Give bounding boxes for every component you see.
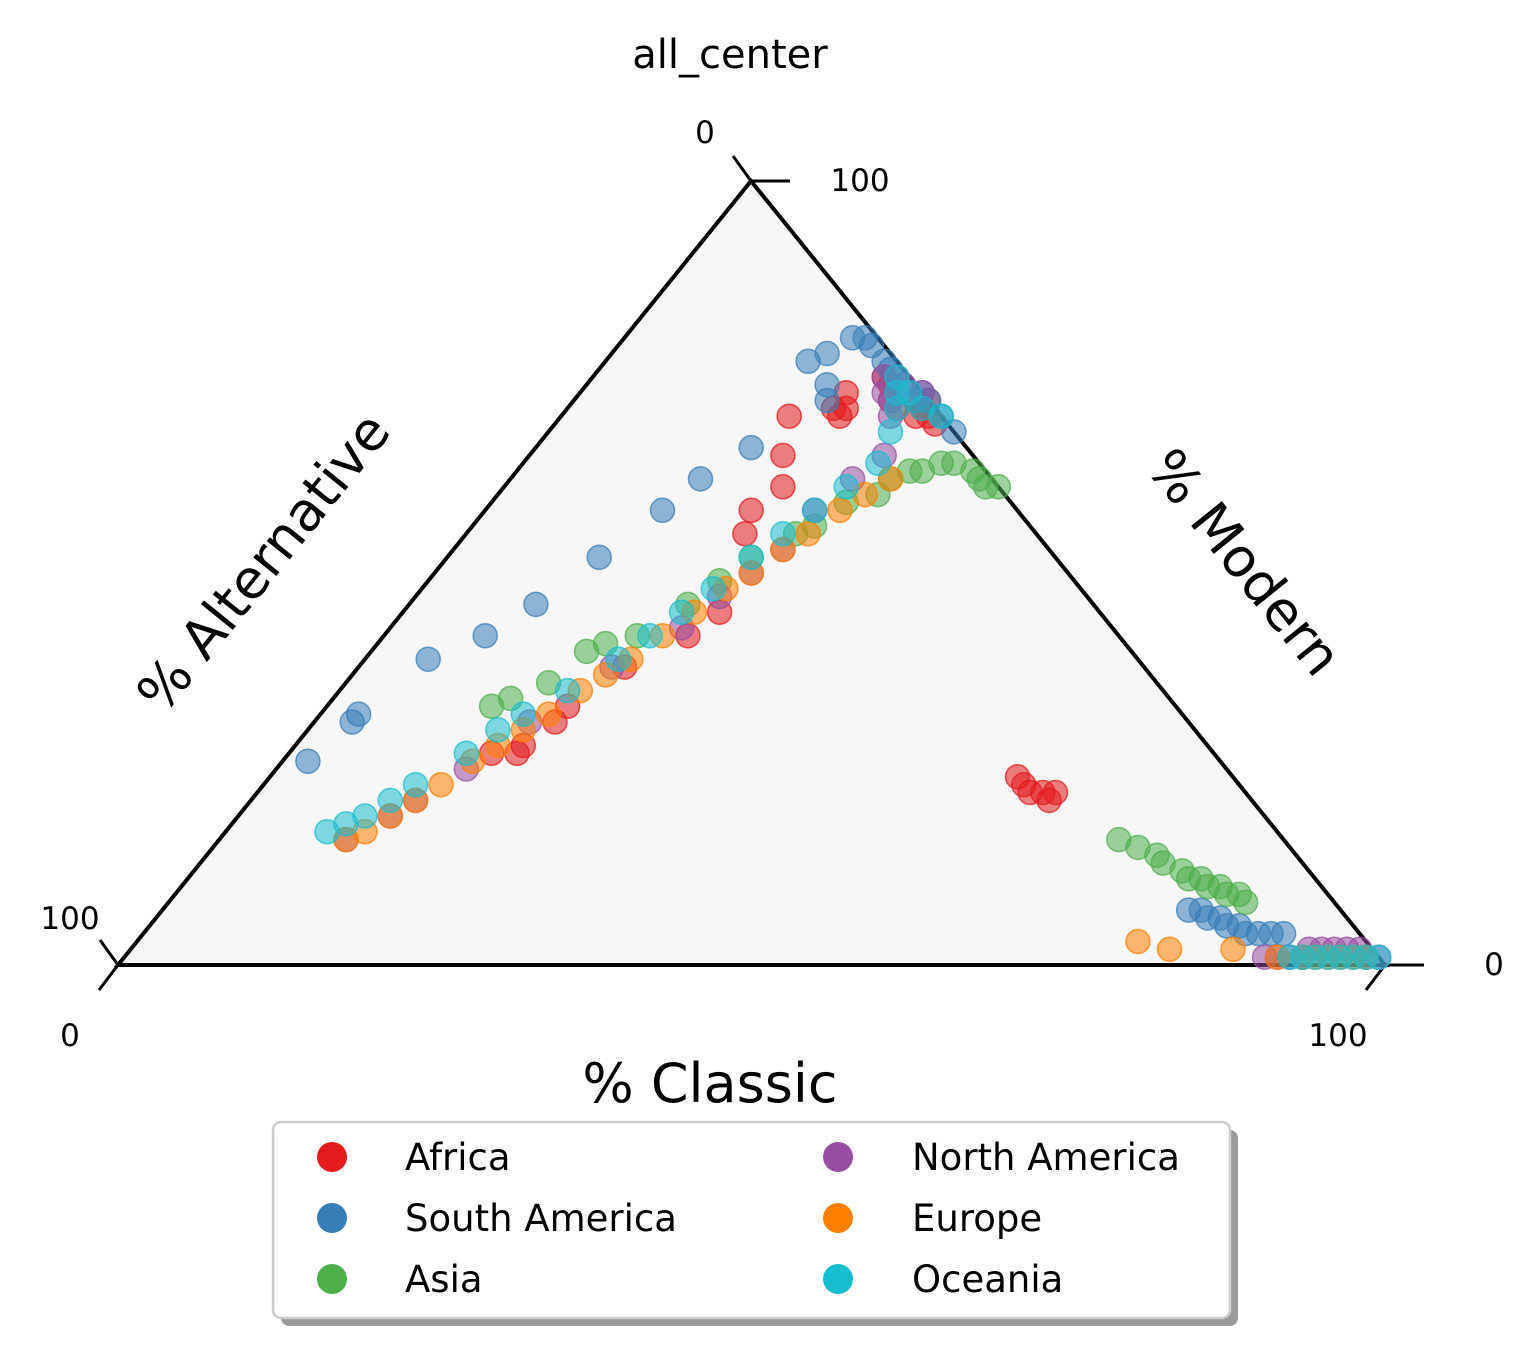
data-point-south-america <box>345 701 372 727</box>
legend-item-oceania: Oceania <box>823 1258 1063 1301</box>
tick-mark-left-bottom <box>98 939 120 966</box>
series-oceania <box>314 364 1392 970</box>
data-point-oceania <box>637 622 663 649</box>
legend-marker-africa <box>317 1142 347 1172</box>
bottom-axis-tick-0: 0 <box>60 1018 80 1054</box>
data-point-oceania <box>833 474 859 500</box>
data-point-oceania <box>928 403 954 429</box>
legend-label-africa: Africa <box>405 1136 511 1179</box>
legend-item-africa: Africa <box>317 1136 511 1179</box>
data-points <box>295 325 1392 970</box>
data-point-south-america <box>295 748 321 774</box>
data-point-south-america <box>687 466 714 492</box>
left-axis-tick-0: 0 <box>695 115 715 151</box>
data-point-oceania <box>668 599 695 625</box>
data-point-europe <box>1125 928 1151 955</box>
data-point-oceania <box>1365 944 1392 970</box>
data-point-south-america <box>814 372 840 398</box>
legend: Africa South America Asia North America Euro… <box>271 1120 1238 1326</box>
legend-marker-north-america <box>823 1142 853 1172</box>
legend-label-oceania: Oceania <box>912 1258 1063 1301</box>
data-point-europe <box>1220 936 1246 963</box>
data-point-europe <box>827 497 853 524</box>
data-point-africa <box>738 497 764 524</box>
legend-marker-south-america <box>317 1203 347 1233</box>
legend-label-europe: Europe <box>912 1197 1042 1240</box>
data-point-oceania <box>801 497 828 524</box>
data-point-south-america <box>814 340 840 367</box>
legend-label-north-america: North America <box>912 1136 1180 1179</box>
legend-marker-europe <box>823 1203 853 1233</box>
data-point-oceania <box>485 717 511 743</box>
bottom-axis-title: % Classic <box>582 1052 837 1115</box>
data-point-oceania <box>865 450 891 476</box>
legend-label-south-america: South America <box>405 1197 677 1240</box>
data-point-south-america <box>586 544 612 571</box>
legend-item-north-america: North America <box>823 1136 1180 1179</box>
data-point-oceania <box>510 701 537 727</box>
legend-marker-oceania <box>823 1264 853 1294</box>
data-point-europe <box>1156 936 1183 963</box>
data-point-oceania <box>700 575 727 602</box>
data-point-europe <box>428 771 454 798</box>
data-point-oceania <box>770 521 796 547</box>
data-point-south-america <box>649 497 676 524</box>
tick-marks <box>97 155 1424 991</box>
data-point-south-america <box>738 434 764 461</box>
data-point-africa <box>776 403 802 429</box>
legend-label-asia: Asia <box>405 1258 483 1301</box>
data-point-oceania <box>402 771 429 798</box>
data-point-asia <box>985 474 1012 500</box>
data-point-oceania <box>453 740 480 767</box>
data-point-oceania <box>605 646 632 672</box>
right-axis-tick-0: 0 <box>1484 947 1504 983</box>
data-point-oceania <box>877 419 904 445</box>
data-point-south-america <box>523 591 549 618</box>
data-point-oceania <box>554 677 581 704</box>
legend-marker-asia <box>317 1264 347 1294</box>
data-point-africa <box>770 474 796 500</box>
data-point-africa <box>732 521 758 547</box>
data-point-south-america <box>415 646 441 672</box>
data-point-europe <box>795 521 821 547</box>
tick-mark-left-top <box>731 155 753 182</box>
data-point-south-america <box>1270 920 1297 947</box>
legend-item-south-america: South America <box>317 1197 677 1240</box>
right-axis-tick-100: 100 <box>830 163 889 199</box>
chart-title: all_center <box>632 32 828 78</box>
legend-items: Africa South America Asia North America Euro… <box>317 1136 1180 1301</box>
legend-item-asia: Asia <box>317 1258 483 1301</box>
tick-mark-bottom-left <box>97 964 120 991</box>
data-point-oceania <box>352 803 378 829</box>
left-axis-tick-100: 100 <box>40 901 99 937</box>
right-axis-title: % Modern <box>1135 437 1354 688</box>
data-point-europe <box>535 701 562 727</box>
data-point-asia <box>1232 889 1259 916</box>
data-point-oceania <box>738 544 764 571</box>
bottom-axis-tick-100: 100 <box>1308 1018 1367 1054</box>
data-point-africa <box>770 442 796 469</box>
data-point-oceania <box>377 787 404 814</box>
legend-box <box>271 1120 1232 1320</box>
data-point-south-america <box>472 622 498 649</box>
data-point-africa <box>1042 779 1069 806</box>
legend-item-europe: Europe <box>823 1197 1042 1240</box>
